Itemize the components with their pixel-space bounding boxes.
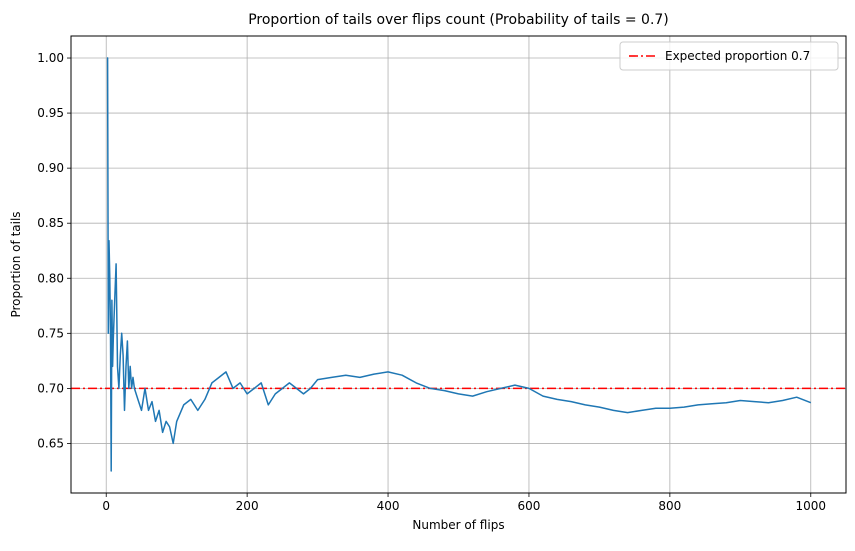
x-tick-label: 1000 — [795, 499, 826, 513]
series-layer — [106, 57, 812, 472]
plot-frame — [70, 35, 847, 494]
legend: Expected proportion 0.7 — [619, 41, 839, 71]
y-tick-label: 0.80 — [37, 271, 64, 285]
legend-label: Expected proportion 0.7 — [665, 49, 810, 63]
y-tick-label: 0.70 — [37, 381, 64, 395]
y-tick-label: 0.95 — [37, 106, 64, 120]
x-axis-label: Number of flips — [412, 518, 504, 532]
x-tick-label: 0 — [102, 499, 110, 513]
grid — [71, 36, 846, 493]
y-tick-label: 0.75 — [37, 326, 64, 340]
x-tick-label: 800 — [658, 499, 681, 513]
y-axis-label: Proportion of tails — [9, 211, 23, 317]
x-tick-label: 600 — [518, 499, 541, 513]
y-tick-label: 0.90 — [37, 161, 64, 175]
chart-title: Proportion of tails over flips count (Pr… — [248, 12, 669, 28]
legend-box — [619, 41, 839, 71]
y-tick-label: 1.00 — [37, 51, 64, 65]
x-tick-label: 400 — [377, 499, 400, 513]
axis-ticks: 0 200 400 600 800 1000 0.65 0.70 0.75 0.80 0.85 0.9… — [37, 51, 826, 513]
proportion-series-line — [106, 57, 812, 472]
y-tick-label: 0.85 — [37, 216, 64, 230]
y-tick-label: 0.65 — [37, 436, 64, 450]
x-tick-label: 200 — [236, 499, 259, 513]
